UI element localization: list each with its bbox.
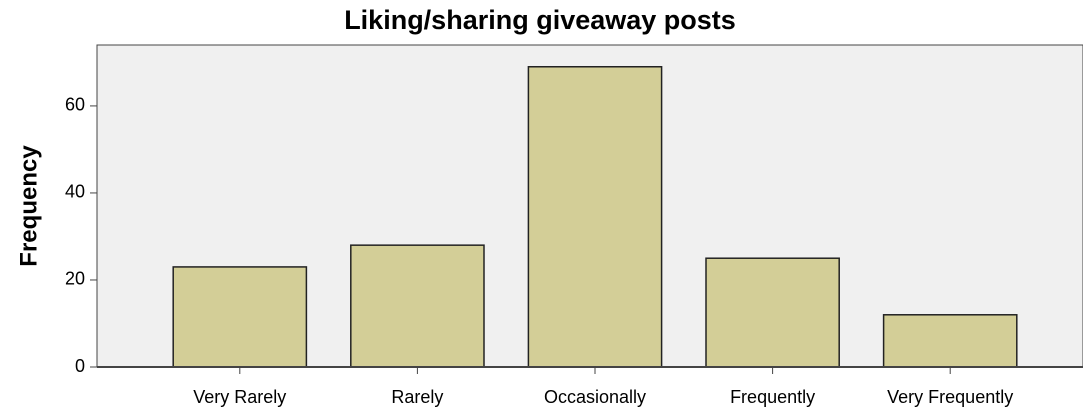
bar	[705, 257, 840, 368]
y-axis-label: Frequency	[15, 145, 42, 267]
bar	[882, 314, 1018, 368]
bar	[172, 266, 308, 368]
bar	[527, 66, 663, 368]
x-tick-label: Very Rarely	[193, 387, 286, 407]
bar	[350, 244, 485, 368]
x-tick-label: Very Frequently	[887, 387, 1013, 407]
x-tick-label: Occasionally	[544, 387, 646, 407]
x-tick-label: Frequently	[730, 387, 815, 407]
chart-title: Liking/sharing giveaway posts	[344, 5, 736, 35]
y-tick-label: 20	[65, 269, 85, 289]
y-tick-label: 60	[65, 95, 85, 115]
y-tick-label: 0	[75, 356, 85, 376]
x-tick-label: Rarely	[391, 387, 443, 407]
y-tick-label: 40	[65, 182, 85, 202]
